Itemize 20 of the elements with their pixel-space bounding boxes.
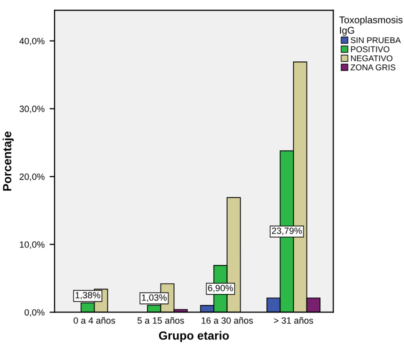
data-label: 23,79% (272, 228, 302, 236)
y-tick-label: 10,0% (20, 241, 44, 249)
data-label: 1,38% (76, 292, 100, 300)
legend-label: POSITIVO (351, 46, 390, 52)
data-label: 1,03% (142, 294, 167, 302)
y-tick-label: 30,0% (20, 106, 44, 114)
legend-label: ZONA GRIS (350, 64, 396, 70)
legend-title: Toxoplasmosis IgG (339, 16, 403, 36)
y-tick-label: 40,0% (19, 38, 44, 46)
y-axis-title: Porcentaje (2, 132, 14, 191)
x-axis-title: Grupo etario (158, 331, 229, 342)
y-tick-label: 20,0% (20, 174, 44, 181)
data-label: 6,90% (208, 284, 233, 292)
y-tick-label: 0,0% (24, 309, 44, 317)
x-tick-label: > 31 años (274, 317, 314, 324)
x-tick-label: 16 a 30 años (202, 317, 253, 324)
x-tick-label: 0 a 4 años (74, 317, 116, 324)
legend-label: SIN PRUEBA (350, 37, 401, 44)
legend-label: NEGATIVO (351, 55, 392, 62)
x-tick-label: 5 a 15 años (138, 317, 184, 324)
